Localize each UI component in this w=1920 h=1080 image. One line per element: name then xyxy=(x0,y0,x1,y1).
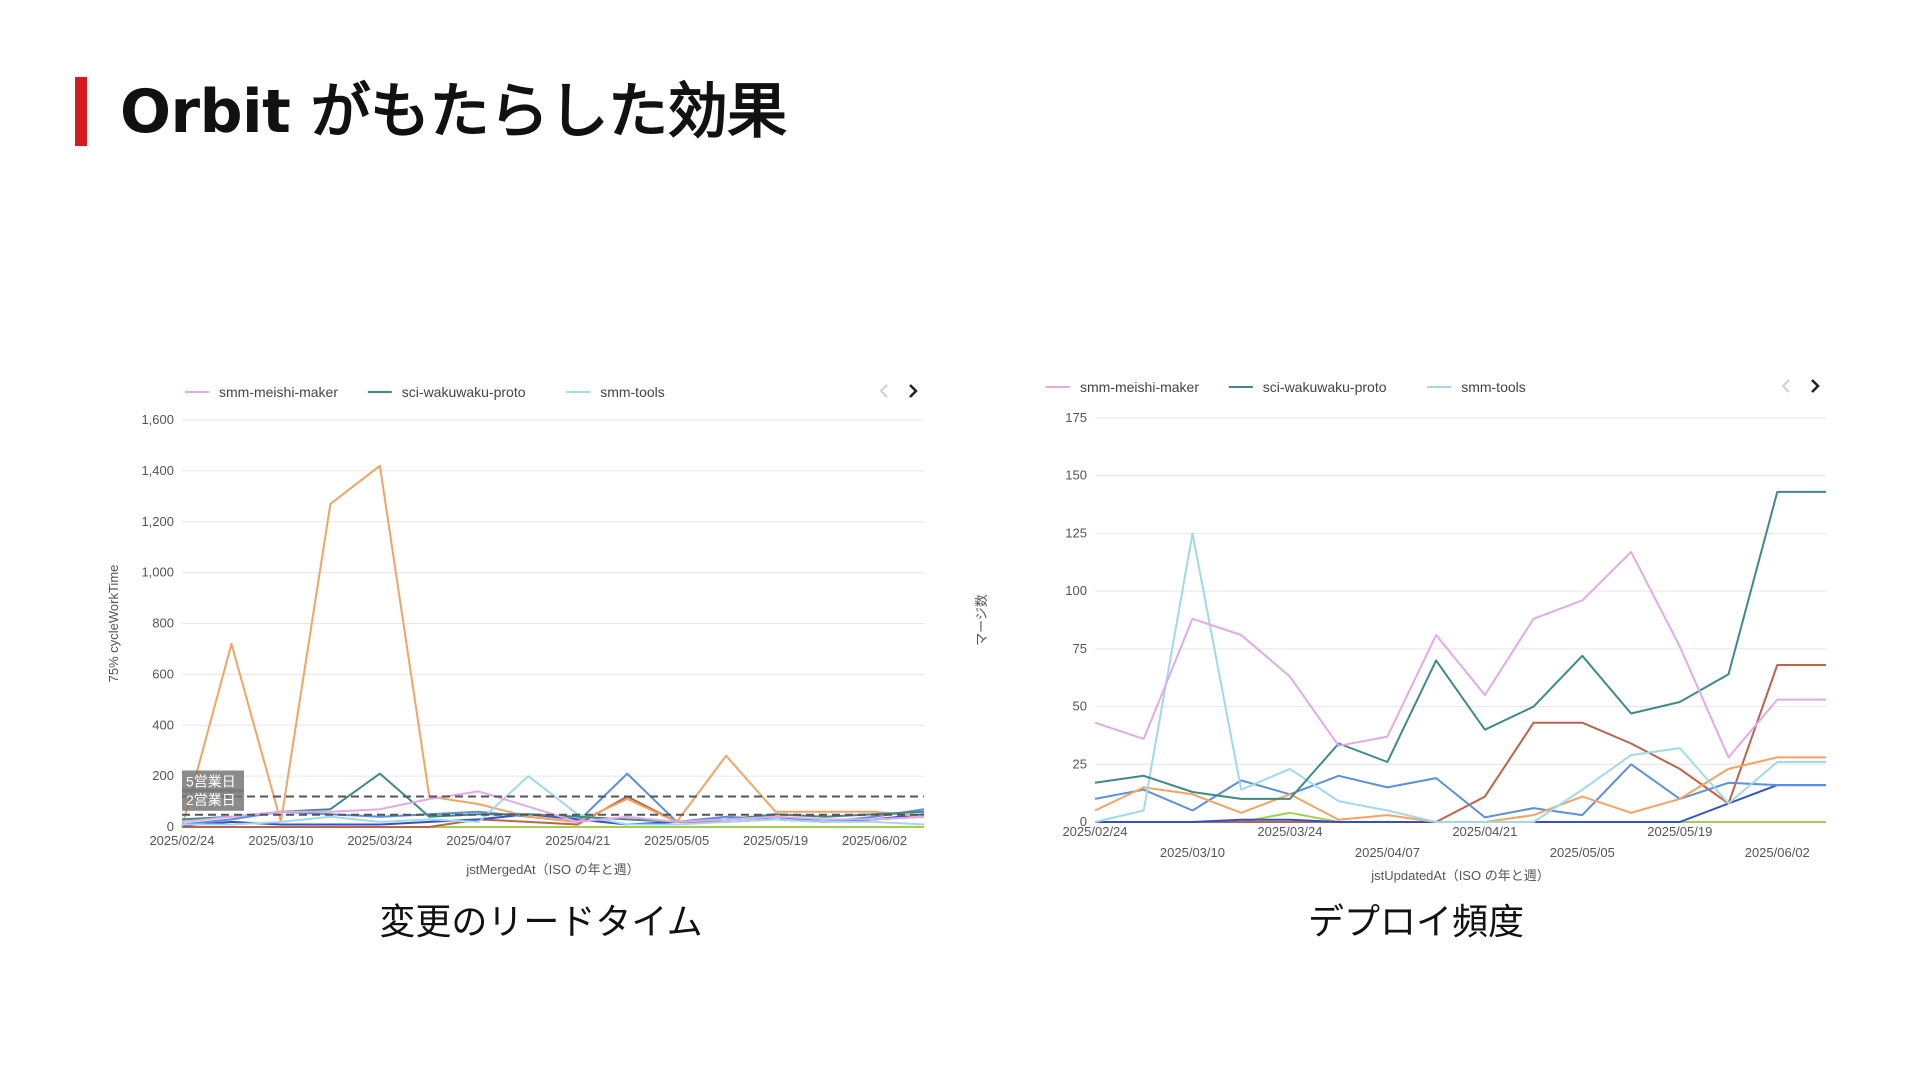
chart0-legend-label[interactable]: sci-wakuwaku-proto xyxy=(402,384,526,400)
chart1-legend-prev-arrow-icon[interactable] xyxy=(1781,379,1790,393)
chart1-legend-label[interactable]: sci-wakuwaku-proto xyxy=(1263,379,1387,395)
deploy-frequency-chart: 0 25 50 75 100 125 150 175 2025/02/24 2025/03/24 2… xyxy=(974,379,1826,883)
chart0-reference-label: 5営業日 xyxy=(186,773,236,789)
chart1-y-tick-label: 125 xyxy=(1065,525,1087,540)
chart1-x-tick-label: 2025/06/02 xyxy=(1745,845,1810,860)
chart0-legend-prev-arrow-icon[interactable] xyxy=(879,384,888,398)
chart1-y-tick-label: 75 xyxy=(1073,641,1087,656)
chart0-y-tick-label: 800 xyxy=(152,616,174,631)
chart0-y-tick-label: 400 xyxy=(152,717,174,732)
chart1-y-tick-label: 150 xyxy=(1065,468,1087,483)
chart0-x-axis-title: jstMergedAt（ISO の年と週） xyxy=(465,862,639,877)
chart0-x-tick-label: 2025/04/07 xyxy=(446,833,511,848)
chart1-series-line-1 xyxy=(1094,490,1826,800)
lead-time-chart: 0 200 400 600 800 1,000 1,200 1,400 1,600 2025/02… xyxy=(106,384,925,877)
chart0-y-tick-label: 1,400 xyxy=(141,463,174,478)
chart1-x-tick-label: 2025/02/24 xyxy=(1062,824,1127,839)
chart0-x-tick-label: 2025/03/24 xyxy=(347,833,412,848)
chart1-y-tick-label: 50 xyxy=(1073,699,1087,714)
chart0-y-tick-label: 200 xyxy=(152,768,174,783)
chart0-y-tick-label: 1,200 xyxy=(141,514,174,529)
chart1-x-tick-label: 2025/05/19 xyxy=(1647,824,1712,839)
chart1-x-tick-label: 2025/03/10 xyxy=(1160,845,1225,860)
title-accent-bar xyxy=(75,77,87,146)
chart0-reference-label: 2営業日 xyxy=(186,792,236,808)
chart1-series-line-2 xyxy=(1094,532,1826,823)
chart1-y-tick-label: 25 xyxy=(1073,756,1087,771)
chart1-legend-next-arrow-icon[interactable] xyxy=(1811,379,1820,393)
chart1-x-tick-label: 2025/05/05 xyxy=(1550,845,1615,860)
chart0-x-tick-label: 2025/05/05 xyxy=(644,833,709,848)
chart0-legend-label[interactable]: smm-meishi-maker xyxy=(219,384,338,400)
chart1-legend-label[interactable]: smm-meishi-maker xyxy=(1080,379,1199,395)
chart1-y-axis-title: マージ数 xyxy=(974,594,989,646)
lead-time-caption: 変更のリードタイム xyxy=(379,902,703,943)
chart1-x-axis-title: jstUpdatedAt（ISO の年と週） xyxy=(1370,868,1549,883)
chart0-x-tick-label: 2025/02/24 xyxy=(149,833,214,848)
chart0-y-axis-title: 75% cycleWorkTime xyxy=(106,565,121,683)
chart0-x-tick-label: 2025/06/02 xyxy=(842,833,907,848)
chart1-y-tick-label: 100 xyxy=(1065,583,1087,598)
chart0-y-tick-label: 600 xyxy=(152,666,174,681)
deploy-frequency-caption: デプロイ頻度 xyxy=(1307,902,1525,943)
chart0-y-tick-label: 1,600 xyxy=(141,412,174,427)
chart1-legend-label[interactable]: smm-tools xyxy=(1461,379,1526,395)
chart0-series-line-2 xyxy=(182,775,925,826)
chart1-y-tick-label: 0 xyxy=(1080,814,1087,829)
chart0-y-tick-label: 0 xyxy=(167,819,174,834)
chart1-x-tick-label: 2025/04/21 xyxy=(1452,824,1517,839)
chart0-reference-label-box xyxy=(182,788,244,811)
chart0-y-tick-label: 1,000 xyxy=(141,565,174,580)
slide-title: Orbit がもたらした効果 xyxy=(120,77,787,147)
chart0-series-line-3 xyxy=(181,464,925,828)
chart1-x-tick-label: 2025/04/07 xyxy=(1355,845,1420,860)
chart0-legend-label[interactable]: smm-tools xyxy=(600,384,665,400)
chart1-series-line-6 xyxy=(1095,664,1826,823)
chart0-reference-label-box xyxy=(182,770,244,793)
chart0-series-line-5 xyxy=(181,813,925,827)
chart1-x-tick-label: 2025/03/24 xyxy=(1257,824,1322,839)
chart0-x-tick-label: 2025/03/10 xyxy=(248,833,313,848)
chart1-series-line-0 xyxy=(1094,550,1826,759)
chart0-x-tick-label: 2025/04/21 xyxy=(545,833,610,848)
chart1-y-tick-label: 175 xyxy=(1065,410,1087,425)
chart0-legend-next-arrow-icon[interactable] xyxy=(909,384,918,398)
chart0-x-tick-label: 2025/05/19 xyxy=(743,833,808,848)
